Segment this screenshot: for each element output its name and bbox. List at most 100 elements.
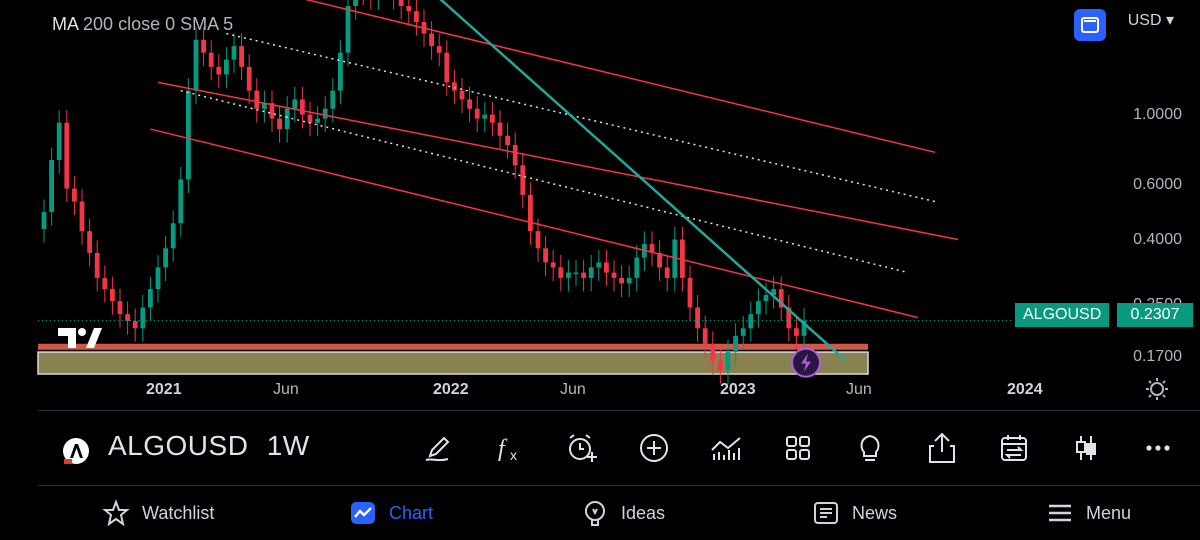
nav-menu[interactable]: Menu (1046, 498, 1131, 528)
time-tick: 2023 (720, 381, 756, 398)
replay-calendar-icon (1001, 435, 1027, 461)
candle-body (687, 277, 693, 308)
divider (38, 410, 1200, 411)
share-icon (929, 432, 955, 463)
add-button[interactable] (634, 428, 674, 468)
candle-body (353, 0, 358, 6)
candle-body (718, 360, 723, 371)
price-tick: 0.6000 (1133, 176, 1182, 193)
layouts-grid-icon (786, 436, 810, 460)
candle-body (725, 352, 731, 371)
indicator-name: MA (52, 14, 79, 34)
candles-icon (1076, 436, 1096, 460)
candle-body (459, 90, 465, 100)
candle-body (436, 46, 442, 53)
lightning-icon (801, 353, 811, 372)
candle-body (49, 159, 54, 213)
candle-body (201, 39, 206, 53)
channel-upper-line (305, 0, 936, 154)
time-tick: 2021 (146, 381, 182, 398)
time-tick: 2024 (1007, 381, 1043, 398)
candle-body (132, 321, 138, 329)
menu-icon (1049, 504, 1071, 522)
drawing-pen-icon (425, 436, 450, 462)
candle-body (330, 90, 336, 109)
nav-label: Menu (1086, 502, 1132, 523)
ideas-button[interactable] (850, 428, 890, 468)
candle-body (224, 59, 229, 75)
nav-chart[interactable]: Chart (349, 498, 433, 528)
candle-body (619, 277, 624, 284)
chart-area[interactable] (0, 0, 1200, 410)
candle-body (467, 99, 472, 109)
last-price-symbol-badge: ALGOUSD (1015, 303, 1110, 327)
nav-label: Chart (389, 502, 434, 523)
tradingview-logo-icon (58, 328, 102, 348)
price-tick: 0.1700 (1133, 348, 1182, 365)
candle-body (110, 289, 115, 302)
candle-body (246, 66, 252, 91)
candle-body (702, 328, 708, 344)
candle-body (596, 262, 602, 268)
candles-button[interactable] (1066, 428, 1106, 468)
chart-settings-icon[interactable] (1146, 378, 1168, 400)
candle-body (125, 314, 130, 322)
candle-body (193, 39, 199, 91)
indicator-params: 200 close 0 SMA 5 (83, 14, 234, 34)
candle-body (140, 307, 146, 329)
nav-label: Ideas (621, 502, 666, 523)
channel-middle-line (157, 81, 959, 241)
more-button[interactable] (1138, 428, 1178, 468)
candle-body (87, 231, 92, 253)
time-tick: Jun (846, 381, 872, 398)
candle-body (254, 90, 260, 109)
layouts-button[interactable] (778, 428, 818, 468)
replay-button[interactable] (994, 428, 1034, 468)
candle-body (482, 114, 488, 119)
candle-body (452, 82, 457, 91)
descending-trendline (439, 0, 847, 362)
fullscreen-button[interactable] (1074, 9, 1106, 41)
alert-button[interactable] (562, 428, 602, 468)
candle-body (406, 6, 412, 12)
time-tick: 2022 (433, 381, 469, 398)
candle-body (756, 301, 761, 315)
candle-body (558, 267, 564, 278)
candle-body (262, 103, 267, 109)
price-chart[interactable] (0, 0, 1200, 410)
candle-body (64, 122, 70, 189)
price-tick: 0.4000 (1133, 231, 1182, 248)
candle-body (528, 194, 533, 232)
indicators-button[interactable]: f x (490, 428, 530, 468)
support-zone-red (38, 343, 868, 350)
ideas-bulb-icon (860, 434, 880, 461)
divider (38, 485, 1200, 486)
nav-news[interactable]: News (812, 498, 897, 528)
candle-body (398, 0, 404, 6)
candle-body (695, 307, 700, 329)
candle-body (117, 301, 123, 315)
nav-watchlist[interactable]: Watchlist (102, 498, 214, 528)
currency-selector[interactable]: USD ▾ (1128, 10, 1174, 30)
symbol-interval[interactable]: ALGOUSD 1W (108, 430, 310, 462)
candle-body (102, 277, 108, 290)
candle-body (186, 90, 191, 180)
candle-body (512, 144, 518, 166)
candle-body (414, 11, 419, 22)
candle-body (710, 343, 716, 361)
candle-body (604, 262, 609, 273)
chart-type-button[interactable] (706, 428, 746, 468)
interval: 1W (266, 430, 310, 461)
candle-body (733, 335, 738, 353)
indicator-legend[interactable]: MA 200 close 0 SMA 5 (52, 14, 233, 35)
candle-body (94, 252, 100, 278)
svg-text:x: x (510, 447, 517, 463)
candle-body (520, 165, 526, 195)
candle-body (208, 52, 214, 67)
drawing-tool-button[interactable] (418, 428, 458, 468)
candle-body (657, 252, 662, 268)
nav-ideas[interactable]: Ideas (581, 498, 665, 528)
share-button[interactable] (922, 428, 962, 468)
candle-body (429, 33, 434, 47)
candle-body (474, 108, 480, 119)
